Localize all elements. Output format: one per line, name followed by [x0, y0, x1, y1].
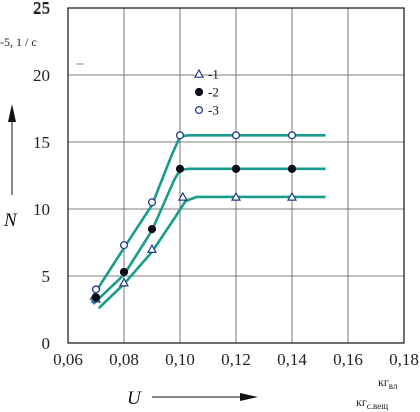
data-point-series-3: [91, 285, 101, 294]
plot-frame: [67, 7, 405, 344]
data-point-series-3: [147, 198, 157, 207]
x-tick-label: 0,16: [333, 350, 363, 369]
data-point-series-2: [147, 225, 157, 234]
data-point-series-1: [146, 243, 158, 253]
legend-marker: [194, 105, 204, 115]
y-tick-label: 25: [33, 0, 50, 18]
x-axis-unit: кгвл кгс.вещ: [356, 375, 398, 411]
x-tick-label: 0,18: [389, 350, 419, 369]
data-point-series-3: [175, 131, 185, 140]
x-tick-label: 0,14: [277, 350, 307, 369]
x-tick-label: 0,10: [165, 350, 195, 369]
x-tick-label: 0,06: [53, 350, 83, 369]
data-point-series-1: [230, 191, 242, 201]
y-axis-label: N: [3, 210, 18, 231]
data-point-series-1: [177, 191, 188, 201]
y-axis-unit: -5, 1 / с: [0, 35, 37, 49]
y-tick-label: 10: [33, 200, 50, 219]
data-point-series-3: [287, 131, 297, 140]
y-tick-label: 0: [42, 334, 51, 353]
x-unit-top: кгвл: [378, 375, 398, 391]
y-tick-label: 5: [42, 267, 51, 286]
fit-curve-series-2: [92, 167, 326, 306]
y-axis-arrow: [8, 104, 16, 195]
grid: [68, 8, 404, 343]
legend-label: -3: [208, 103, 219, 118]
x-unit-bottom: кгс.вещ: [356, 395, 388, 411]
y-tick-label: 25: [33, 0, 50, 17]
data-point-series-2: [175, 164, 185, 173]
legend-marker: [193, 68, 205, 78]
x-tick-label: 0,08: [109, 350, 139, 369]
legend-label: -2: [208, 85, 219, 100]
x-axis-label: U: [127, 388, 142, 409]
y-tick-label: 20: [33, 66, 50, 85]
x-axis-arrow: [152, 393, 258, 401]
y-tick-label: 15: [33, 133, 50, 152]
data-point-series-1: [286, 191, 298, 201]
legend-label: -1: [208, 67, 219, 82]
legend-marker: [194, 87, 204, 97]
legend: -1 -2 -3: [193, 67, 219, 118]
data-point-series-1: [118, 277, 130, 287]
data-point-series-3: [231, 131, 241, 140]
data-point-series-2: [287, 164, 297, 173]
data-point-series-2: [119, 267, 129, 277]
data-point-series-2: [231, 164, 241, 173]
data-points: [90, 131, 298, 303]
data-point-series-2: [91, 293, 101, 302]
x-axis-ticks: 0,06 0,08 0,10 0,12 0,14 0,16 0,18: [53, 350, 419, 369]
fit-curve-series-1: [97, 195, 326, 310]
data-point-series-3: [119, 241, 129, 250]
x-tick-label: 0,12: [221, 350, 251, 369]
